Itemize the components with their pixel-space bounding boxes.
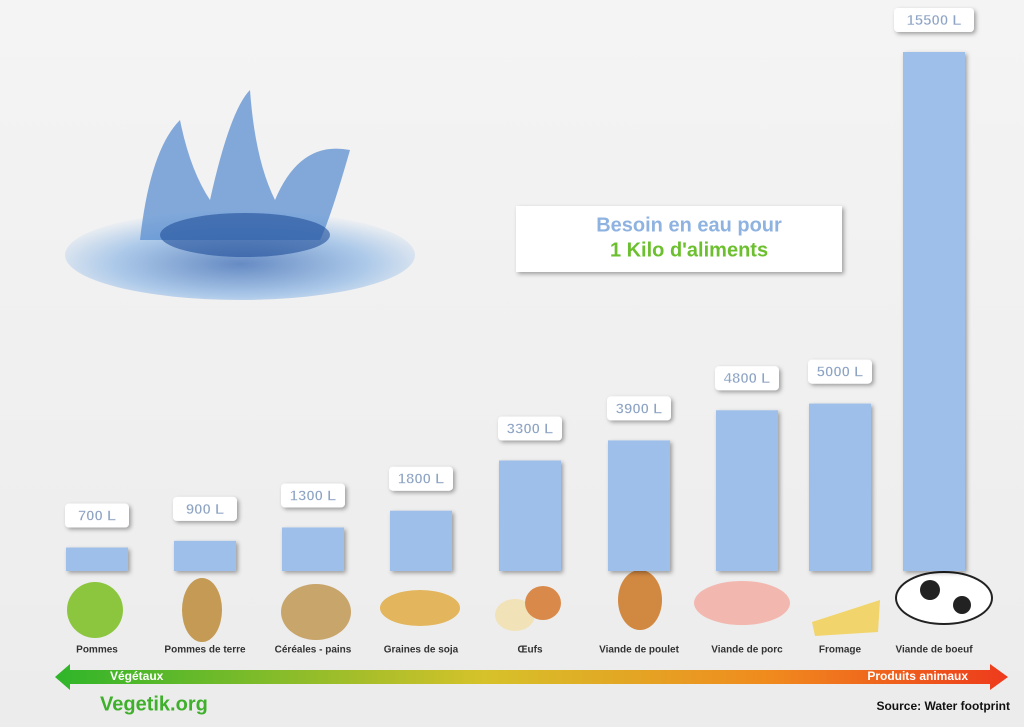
- x-tick-label: Œufs: [518, 645, 543, 656]
- value-label: 900 L: [186, 501, 224, 518]
- bar: [903, 52, 965, 571]
- bar: [390, 510, 452, 571]
- value-label-box: [894, 8, 974, 32]
- x-tick-label: Pommes: [76, 645, 118, 656]
- bar: [716, 410, 778, 571]
- source: Source: Water footprint: [876, 699, 1010, 713]
- value-label: 15500 L: [906, 12, 961, 29]
- bar: [66, 547, 128, 571]
- value-label: 1300 L: [290, 487, 337, 504]
- value-label-box: [173, 496, 237, 521]
- value-label-box: [607, 396, 671, 421]
- arrow-label-left: Végétaux: [110, 669, 164, 683]
- bar: [608, 440, 670, 571]
- x-tick-label: Céréales - pains: [275, 645, 352, 656]
- x-tick-label: Graines de soja: [384, 645, 459, 656]
- scale-arrow: [55, 664, 1008, 690]
- value-label: 4800 L: [724, 370, 771, 387]
- x-tick-label: Pommes de terre: [164, 645, 246, 656]
- value-label: 700 L: [78, 508, 116, 525]
- value-label-box: [281, 483, 345, 508]
- x-tick-label: Viande de porc: [711, 645, 783, 656]
- bar: [174, 540, 236, 571]
- value-label: 3300 L: [507, 420, 554, 437]
- bar: [499, 460, 561, 571]
- value-label-box: [389, 466, 453, 491]
- x-tick-label: Fromage: [819, 645, 862, 656]
- chart-subtitle: 1 Kilo d'aliments: [610, 239, 768, 261]
- x-tick-label: Viande de poulet: [599, 645, 679, 656]
- bar: [282, 527, 344, 571]
- chart-title: Besoin en eau pour: [596, 214, 782, 236]
- arrow-label-right: Produits animaux: [867, 669, 968, 683]
- value-label-box: [498, 416, 562, 441]
- value-label: 3900 L: [616, 400, 663, 417]
- value-label: 1800 L: [398, 471, 445, 488]
- value-label-box: [65, 503, 129, 528]
- title-box: [516, 206, 842, 272]
- value-label-box: [715, 366, 779, 391]
- food-icons: [67, 570, 993, 642]
- value-label: 5000 L: [817, 364, 864, 381]
- brand: Vegetik.org: [100, 693, 208, 715]
- water-splash: [65, 90, 415, 300]
- bar: [809, 403, 871, 571]
- value-label-box: [808, 359, 872, 384]
- x-tick-label: Viande de boeuf: [895, 645, 973, 656]
